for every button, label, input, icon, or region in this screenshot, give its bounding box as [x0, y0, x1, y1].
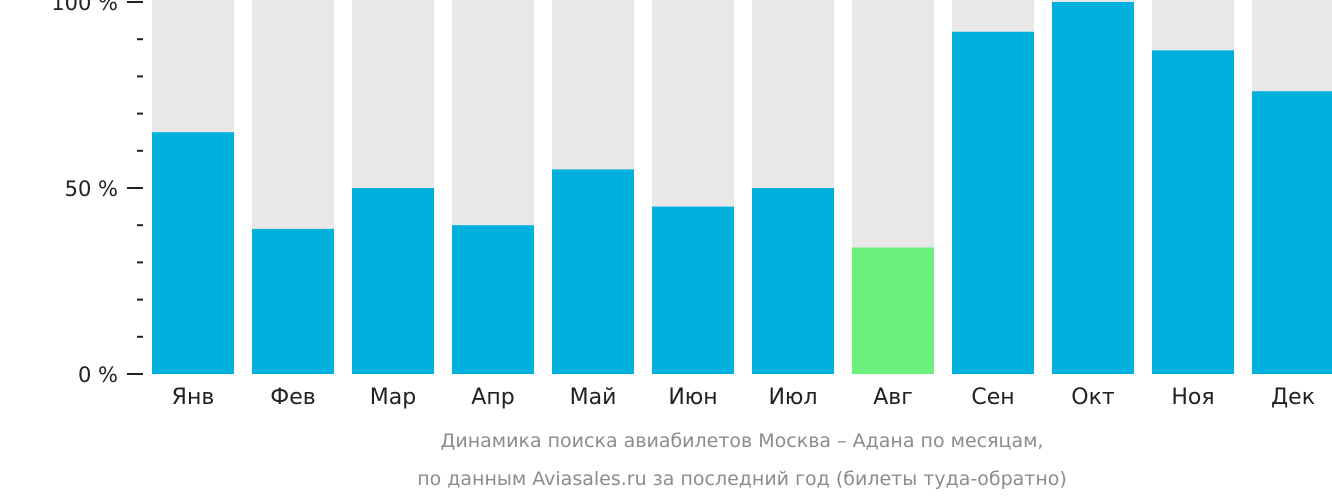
bar-Фев — [252, 228, 334, 374]
bar-Мар — [352, 188, 434, 374]
x-tick-label: Ноя — [1171, 385, 1214, 410]
x-tick-label: Дек — [1271, 385, 1315, 410]
bar-Май — [552, 169, 634, 374]
bar-chart: 0 % 50 % 100 % Янв Фев Мар Апр Май Июн Июл Авг Сен… — [51, 0, 1332, 410]
chart-caption-line-1: Динамика поиска авиабилетов Москва – Ада… — [440, 430, 1044, 452]
x-tick-label: Июн — [668, 385, 717, 410]
y-tick-label: 0 % — [78, 363, 118, 387]
y-axis: 0 % 50 % 100 % — [51, 0, 143, 387]
bar-Июл — [752, 188, 834, 374]
x-tick-label: Янв — [172, 385, 215, 410]
x-tick-label: Май — [570, 385, 617, 410]
x-tick-label: Фев — [270, 385, 315, 410]
x-tick-label: Окт — [1071, 385, 1115, 410]
x-tick-label: Мар — [370, 385, 416, 410]
x-tick-label: Авг — [873, 385, 913, 410]
chart-caption-line-2: по данным Aviasales.ru за последний год … — [417, 468, 1067, 490]
x-tick-label: Апр — [471, 385, 514, 410]
x-tick-label: Июл — [768, 385, 817, 410]
bar-Янв — [152, 132, 234, 374]
y-tick-label: 100 % — [51, 0, 118, 15]
bar-Ноя — [1152, 50, 1234, 375]
bar-Окт — [1052, 2, 1134, 374]
bar-Авг — [852, 247, 934, 374]
y-tick-label: 50 % — [65, 177, 118, 201]
x-axis-labels: Янв Фев Мар Апр Май Июн Июл Авг Сен Окт Ноя Дек — [172, 385, 1315, 410]
bar-Сен — [952, 31, 1034, 374]
bar-Июн — [652, 206, 734, 374]
bar-Апр — [452, 225, 534, 374]
x-tick-label: Сен — [971, 385, 1014, 410]
bars — [152, 0, 1332, 375]
bar-Дек — [1252, 91, 1332, 374]
